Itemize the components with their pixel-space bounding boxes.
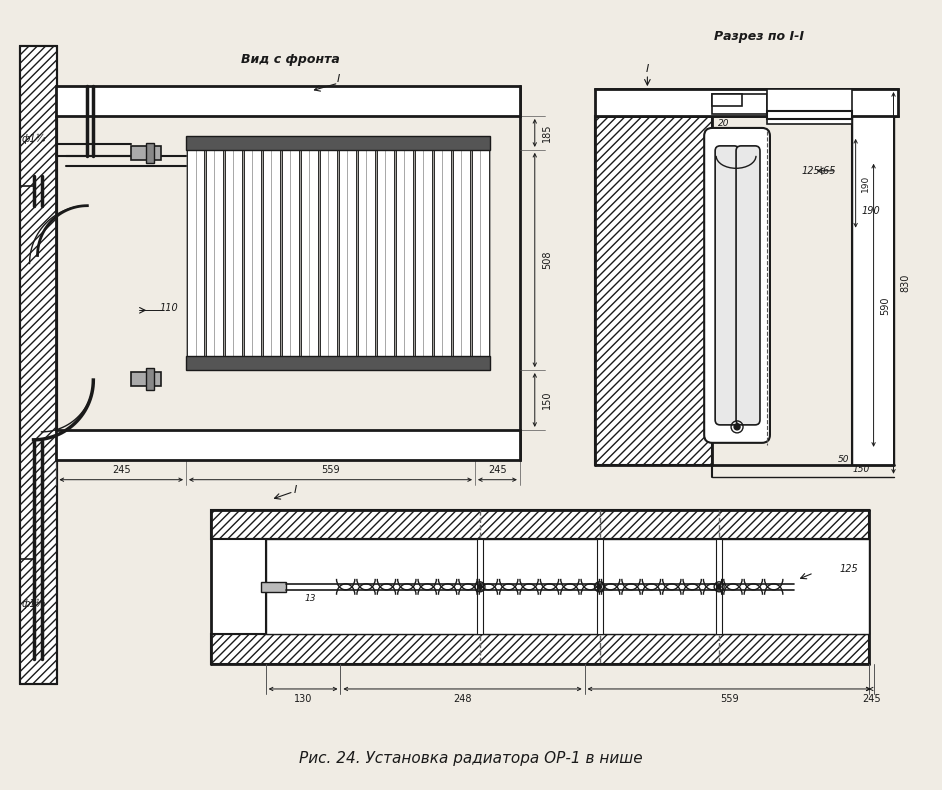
Text: I: I [294, 485, 298, 495]
Text: 830: 830 [901, 273, 911, 292]
Bar [244, 150, 261, 370]
Bar [301, 150, 318, 370]
Text: 590: 590 [881, 296, 890, 314]
Text: 559: 559 [321, 465, 340, 475]
Text: 190: 190 [861, 175, 870, 192]
Text: Разрез по I-I: Разрез по I-I [714, 30, 804, 43]
Bar [712, 94, 742, 106]
Text: I: I [646, 64, 649, 74]
Bar [57, 430, 520, 460]
Bar [414, 150, 432, 370]
Circle shape [734, 424, 740, 430]
Circle shape [478, 585, 482, 589]
Text: I: I [337, 74, 340, 84]
Bar [716, 540, 723, 634]
Bar [358, 150, 375, 370]
Bar [852, 89, 894, 465]
Bar [339, 150, 356, 370]
Text: 110: 110 [160, 303, 178, 314]
Bar [211, 510, 869, 540]
Text: 245: 245 [862, 694, 881, 704]
Bar [266, 540, 869, 634]
Text: 50: 50 [838, 455, 850, 465]
Text: Рис. 24. Установка радиатора ОР-1 в нише: Рис. 24. Установка радиатора ОР-1 в нише [300, 751, 642, 766]
Bar [453, 150, 470, 370]
Text: 245: 245 [112, 465, 131, 475]
FancyBboxPatch shape [736, 146, 760, 425]
Bar [186, 136, 490, 150]
Bar [146, 143, 154, 163]
Text: 130: 130 [294, 694, 313, 704]
Text: ф1¼: ф1¼ [22, 134, 45, 144]
Bar [131, 372, 161, 386]
FancyBboxPatch shape [705, 128, 770, 443]
Bar [472, 150, 489, 370]
Bar [211, 540, 869, 634]
Bar [396, 150, 413, 370]
Bar [477, 540, 483, 634]
Text: Вид с фронта: Вид с фронта [241, 53, 340, 66]
Bar [594, 116, 712, 465]
Text: 150: 150 [853, 465, 870, 474]
Bar [187, 150, 204, 370]
Circle shape [717, 585, 722, 589]
Text: ф1¼: ф1¼ [22, 599, 45, 609]
Bar [320, 150, 337, 370]
Bar [434, 150, 451, 370]
Bar [263, 150, 280, 370]
Text: 559: 559 [720, 694, 739, 704]
Bar [206, 150, 223, 370]
Bar [211, 634, 869, 664]
Bar [767, 89, 852, 124]
Bar [712, 94, 767, 114]
Bar [131, 146, 161, 160]
Bar [146, 368, 154, 390]
Bar [596, 540, 603, 634]
Text: 185: 185 [542, 124, 552, 142]
Bar [594, 89, 899, 116]
Text: 248: 248 [453, 694, 472, 704]
Bar [57, 86, 520, 116]
Bar [767, 111, 852, 119]
Bar [282, 150, 299, 370]
Text: 13: 13 [305, 594, 317, 604]
FancyBboxPatch shape [715, 146, 739, 425]
Bar [377, 150, 394, 370]
Text: 245: 245 [488, 465, 507, 475]
Bar [261, 582, 285, 592]
Bar [186, 356, 490, 370]
Text: 125\65: 125\65 [802, 166, 836, 176]
Bar [225, 150, 242, 370]
Text: 150: 150 [542, 391, 552, 409]
Circle shape [597, 585, 602, 589]
Text: 508: 508 [542, 250, 552, 269]
Bar [20, 47, 57, 684]
Text: 20: 20 [719, 119, 730, 129]
Text: 190: 190 [862, 205, 881, 216]
Text: 125: 125 [840, 564, 858, 574]
